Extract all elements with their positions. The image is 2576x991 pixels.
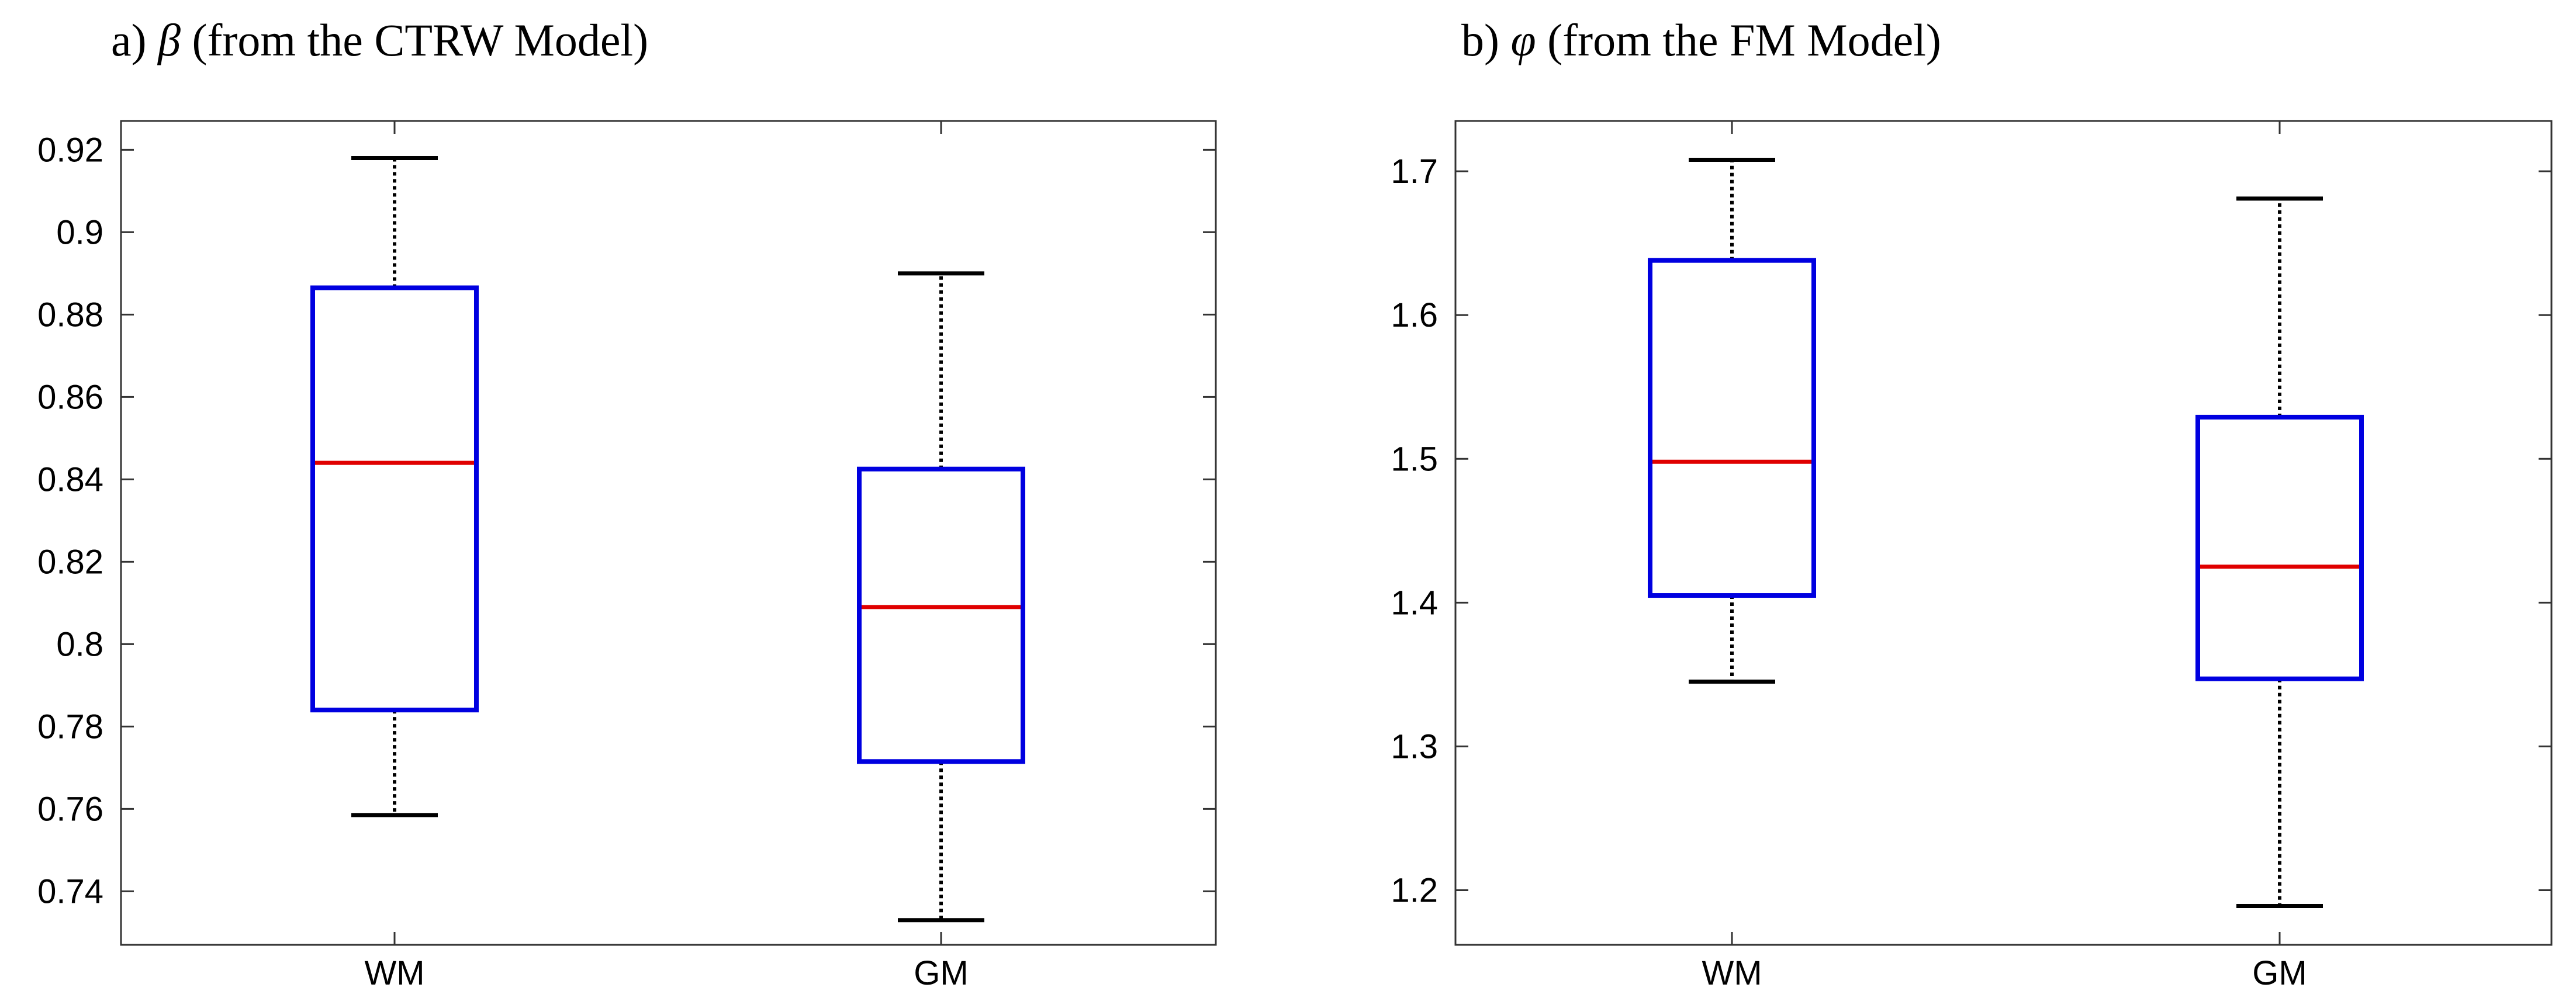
chart-panel-b: 1.2 1.3 1.4 1.5 1.6 1.7 WM GM [1391, 120, 2553, 991]
x-tick-label: GM [914, 954, 968, 991]
panel-b-title-suffix: (from the FM Model) [1547, 15, 1941, 65]
plot-frame [1454, 120, 2553, 946]
y-tick-label: 1.6 [1391, 296, 1438, 334]
y-tick-label: 0.86 [37, 378, 103, 416]
y-tick-label: 0.84 [37, 460, 103, 498]
chart-panel-a: 0.74 0.76 0.78 0.8 0.82 0.84 0.86 0.88 0.9 0.92 WM… [37, 120, 1217, 991]
plot-frame [120, 120, 1217, 946]
panel-a-title-prefix: a) [111, 15, 147, 65]
y-tick-label: 0.9 [56, 213, 103, 251]
panel-a-title-suffix: (from the CTRW Model) [192, 15, 649, 65]
box-gm [2195, 196, 2364, 909]
x-tick-label: GM [2252, 954, 2307, 991]
y-tick-label: 0.76 [37, 790, 103, 828]
box-gm [857, 271, 1025, 923]
iqr-box [310, 285, 479, 713]
y-tick-label: 0.74 [37, 872, 103, 910]
panel-b-title: b) φ (from the FM Model) [1461, 18, 1941, 63]
y-tick-label: 1.2 [1391, 871, 1438, 909]
box-wm [310, 155, 479, 817]
iqr-box [857, 466, 1025, 764]
y-tick-label: 0.78 [37, 708, 103, 746]
panel-b-title-symbol: φ [1510, 15, 1536, 65]
x-tick-label: WM [364, 954, 424, 991]
iqr-box [2195, 414, 2364, 681]
y-tick-label: 1.5 [1391, 440, 1438, 478]
y-tick-label: 1.7 [1391, 153, 1438, 190]
panel-a-title-symbol: β [158, 15, 181, 65]
y-tick-label: 0.92 [37, 131, 103, 169]
iqr-box [1648, 258, 1816, 598]
x-tick-label: WM [1702, 954, 1762, 991]
panel-a-title: a) β (from the CTRW Model) [111, 18, 648, 63]
y-tick-label: 0.82 [37, 543, 103, 581]
y-tick-label: 0.8 [56, 625, 103, 663]
panel-b-title-prefix: b) [1461, 15, 1499, 65]
y-tick-label: 0.88 [37, 296, 103, 334]
box-wm [1648, 157, 1816, 684]
y-tick-label: 1.3 [1391, 727, 1438, 765]
y-tick-label: 1.4 [1391, 584, 1438, 622]
